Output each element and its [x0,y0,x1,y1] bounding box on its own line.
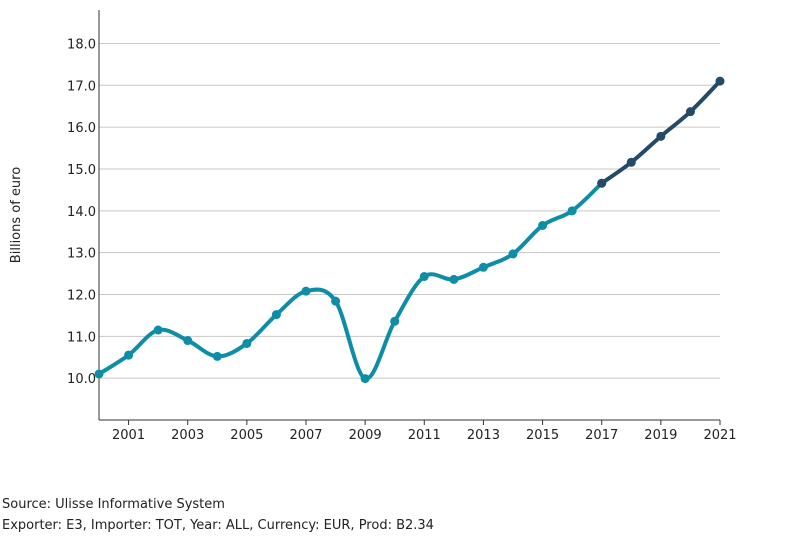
y-tick-label: 17.0 [67,79,96,94]
series-lines [97,79,722,381]
x-tick-label: 2007 [289,428,322,443]
data-point[interactable] [449,274,459,284]
series-line-0 [97,181,604,381]
data-point[interactable] [390,316,400,326]
x-tick-label: 2021 [703,428,736,443]
data-points [94,76,725,384]
data-point[interactable] [360,374,370,384]
x-tick-label: 2005 [230,428,263,443]
data-point[interactable] [715,76,725,86]
data-point[interactable] [301,286,311,296]
y-tick-labels: 10.0 11.0 12.0 13.0 14.0 15.0 16.0 17.0 18.0 [67,37,96,387]
x-tick-label: 2015 [526,428,559,443]
y-tick-label: 11.0 [67,330,96,345]
y-tick-label: 16.0 [67,121,96,136]
x-tick-labels: 2001 2003 2005 2007 2009 2011 2013 2015 2017 2019… [112,428,737,443]
y-axis-label: Billions of euro [9,167,24,263]
data-point[interactable] [271,310,281,320]
axes [98,10,721,425]
data-point[interactable] [538,220,548,230]
data-point[interactable] [212,351,222,361]
x-tick-label: 2013 [467,428,500,443]
x-tick-label: 2003 [171,428,204,443]
filter-info-text: Exporter: E3, Importer: TOT, Year: ALL, … [2,518,434,533]
y-tick-label: 12.0 [67,288,96,303]
x-tick-label: 2011 [408,428,441,443]
line-chart: 10.0 11.0 12.0 13.0 14.0 15.0 16.0 17.0 18.0 200… [9,10,737,443]
data-point[interactable] [508,249,518,259]
data-point[interactable] [94,369,104,379]
data-point[interactable] [419,272,429,281]
source-text: Source: Ulisse Informative System [2,497,225,512]
x-tick-label: 2009 [349,428,382,443]
x-tick-label: 2001 [112,428,145,443]
y-tick-label: 15.0 [67,163,96,178]
y-tick-label: 18.0 [67,37,96,52]
y-tick-label: 14.0 [67,205,96,220]
data-point[interactable] [656,131,666,141]
data-point[interactable] [685,107,695,117]
data-point[interactable] [183,336,193,346]
x-tick-label: 2017 [585,428,618,443]
data-point[interactable] [626,157,636,167]
data-point[interactable] [124,350,134,360]
data-point[interactable] [153,325,163,335]
data-point[interactable] [242,338,252,348]
y-tick-label: 13.0 [67,247,96,262]
data-point[interactable] [478,262,488,272]
data-point[interactable] [597,178,607,188]
y-tick-label: 10.0 [67,372,96,387]
data-point[interactable] [331,296,341,306]
x-tick-label: 2019 [644,428,677,443]
data-point[interactable] [567,206,577,216]
gridlines [99,42,720,379]
